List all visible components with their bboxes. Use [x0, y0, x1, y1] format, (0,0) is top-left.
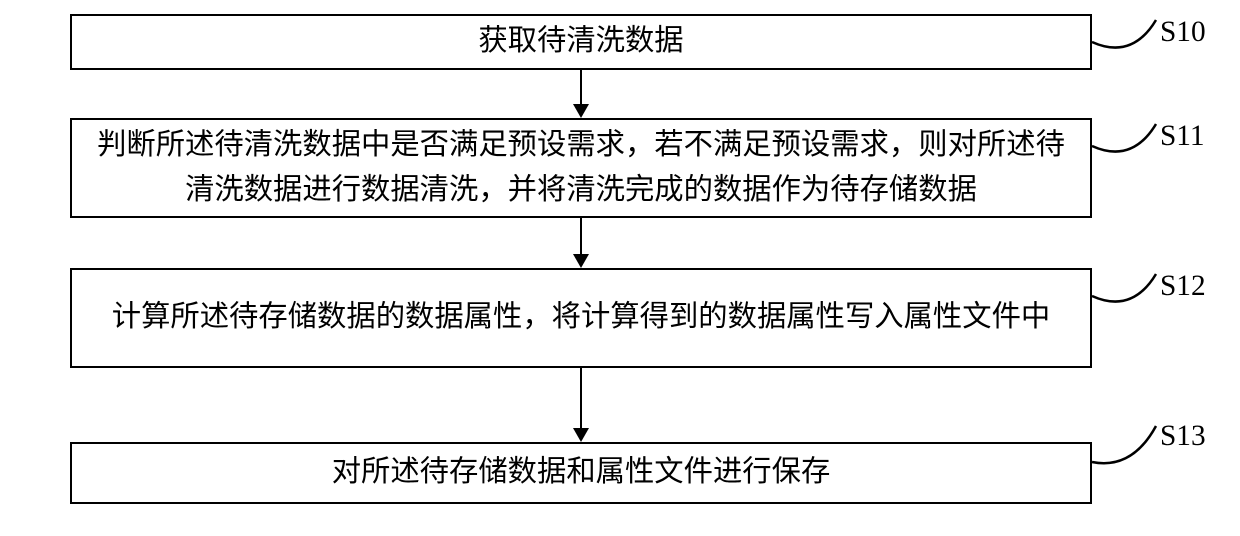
flowchart-canvas: 获取待清洗数据S10判断所述待清洗数据中是否满足预设需求，若不满足预设需求，则对…: [0, 0, 1240, 536]
flow-arrow: [0, 0, 1240, 536]
